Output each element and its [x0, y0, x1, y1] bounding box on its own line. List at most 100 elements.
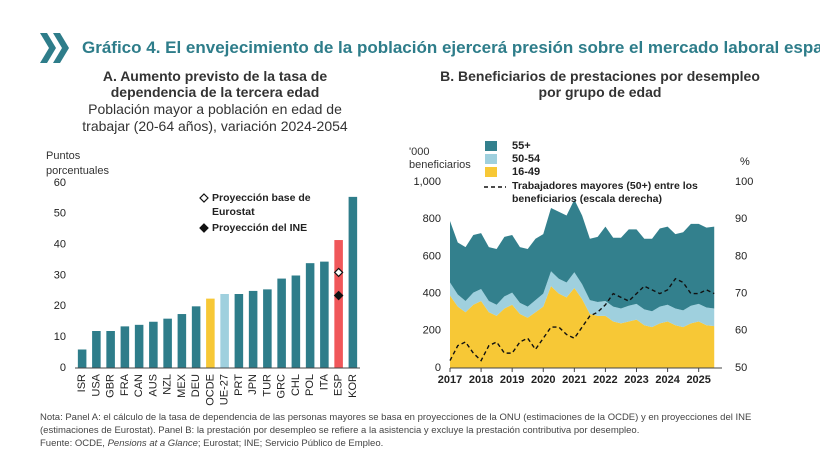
bar	[120, 326, 130, 368]
bar	[234, 294, 244, 368]
y2-tick-label: 80	[735, 250, 747, 262]
bar	[149, 321, 158, 368]
bar	[348, 196, 358, 368]
bar	[206, 298, 215, 368]
bar	[106, 331, 115, 368]
x-tick-label: 2018	[469, 374, 493, 386]
legend-label: 50-54	[512, 153, 541, 165]
y-tick-label: 30	[54, 269, 66, 281]
x-tick-label: GRC	[276, 374, 288, 399]
x-tick-label: 2025	[686, 374, 710, 386]
y-tick-label: 50	[54, 208, 66, 220]
bar	[92, 331, 101, 368]
source-text: Fuente: OCDE,	[40, 438, 108, 449]
legend-swatch	[485, 141, 497, 151]
y-tick-label: 800	[423, 213, 441, 225]
area	[450, 271, 715, 328]
y2-tick-label: 70	[735, 288, 747, 300]
bar	[291, 275, 301, 368]
x-tick-label: PRT	[233, 374, 245, 396]
source: Fuente: OCDE, Pensions at a Glance; Euro…	[40, 438, 383, 449]
source-text: Pensions at a Glance	[107, 438, 198, 449]
x-tick-label: ITA	[318, 373, 330, 390]
y-tick-label: 200	[423, 325, 441, 337]
projection-marker	[333, 267, 344, 278]
projection-marker	[333, 290, 344, 301]
area	[450, 199, 715, 312]
x-tick-label: 2017	[438, 374, 462, 386]
panel-title: B. Beneficiarios de prestaciones por des…	[440, 68, 760, 84]
chevron	[40, 33, 56, 63]
x-tick-label: 2024	[655, 374, 680, 386]
y-axis-label: Puntos porcentuales	[46, 150, 109, 177]
x-tick-label: OCDE	[204, 374, 216, 406]
chevron	[53, 33, 69, 63]
legend-label: 55+	[512, 140, 531, 152]
x-tick-label: POL	[304, 374, 316, 396]
x-tick-label: ISR	[76, 374, 88, 392]
legend-swatch	[485, 167, 497, 177]
x-tick-label: MEX	[176, 373, 188, 398]
y-tick-label: 0	[435, 362, 441, 374]
y-tick-label: 40	[54, 239, 66, 251]
x-tick-label: 2021	[562, 374, 586, 386]
bar	[263, 289, 272, 368]
x-tick-label: 2019	[500, 374, 524, 386]
source-text: ; Eurostat; INE; Servicio Público de Emp…	[197, 438, 384, 449]
bar	[320, 261, 329, 368]
line	[449, 277, 715, 362]
bar	[163, 318, 172, 368]
panel-subtitle: trabajar (20-64 años), variación 2024-20…	[82, 118, 348, 134]
legend-label: Trabajadores mayores (50+) entre los ben…	[512, 180, 698, 205]
bar	[134, 324, 144, 368]
y-tick-label: 600	[423, 250, 441, 262]
x-tick-label: ESP	[333, 374, 345, 396]
legend-label: 16-49	[512, 166, 540, 178]
bar	[277, 278, 286, 368]
x-tick-label: UE-27	[219, 374, 231, 405]
bar	[77, 349, 87, 368]
y-tick-label: 0	[60, 362, 66, 374]
y-tick-label: 400	[423, 288, 441, 300]
legend-swatch	[485, 154, 497, 164]
panel-title: A. Aumento previsto de la tasa de	[102, 68, 328, 84]
x-tick-label: CAN	[133, 374, 145, 397]
x-tick-label: 2022	[593, 374, 617, 386]
panel-title: dependencia de la tercera edad	[110, 84, 320, 100]
legend-symbol	[199, 223, 209, 233]
legend-label: Proyección base de Eurostat	[212, 192, 311, 218]
bar	[220, 294, 229, 368]
x-tick-label: USA	[90, 373, 102, 396]
page-title: Gráfico 4. El envejecimiento de la pobla…	[82, 38, 820, 57]
x-tick-label: GBR	[105, 374, 117, 398]
area	[450, 286, 715, 368]
x-tick-label: 2020	[531, 374, 555, 386]
legend-symbol	[199, 193, 209, 203]
x-tick-label: DEU	[190, 374, 202, 397]
x-tick-label: CHL	[290, 374, 302, 396]
panel-subtitle: Población mayor a población en edad de	[88, 101, 342, 117]
y2-tick-label: 90	[735, 213, 747, 225]
x-tick-label: 2023	[624, 374, 648, 386]
y-tick-label: 20	[54, 300, 66, 312]
bar	[248, 290, 258, 368]
y2-tick-label: 60	[735, 325, 747, 337]
note: (estimaciones de Eurostat). Panel B: la …	[40, 425, 640, 436]
bar	[305, 263, 315, 368]
y-tick-label: 10	[54, 331, 66, 343]
y-tick-label: 1,000	[413, 176, 441, 188]
x-tick-label: TUR	[261, 374, 273, 397]
x-tick-label: NZL	[162, 374, 174, 395]
y-tick-label: 60	[54, 177, 66, 189]
note: Nota: Panel A: el cálculo de la tasa de …	[40, 412, 752, 423]
bar	[191, 306, 201, 368]
y2-tick-label: 100	[735, 176, 753, 188]
x-tick-label: JPN	[247, 374, 259, 395]
logo	[40, 33, 69, 63]
y2-axis-label: %	[740, 156, 750, 168]
x-tick-label: FRA	[119, 373, 131, 396]
bar	[334, 240, 343, 368]
bar	[177, 314, 187, 368]
